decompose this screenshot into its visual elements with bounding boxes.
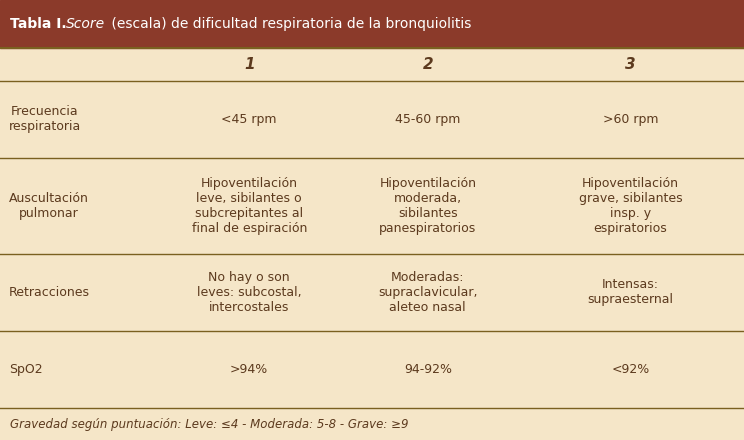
Bar: [0, 48, 744, 440]
Text: Auscultación
pulmonar: Auscultación pulmonar: [9, 192, 89, 220]
Text: <45 rpm: <45 rpm: [222, 113, 277, 126]
Text: Retracciones: Retracciones: [9, 286, 90, 299]
Text: Hipoventilación
grave, sibilantes
insp. y
espiratorios: Hipoventilación grave, sibilantes insp. …: [579, 177, 682, 235]
Text: 2: 2: [423, 57, 433, 72]
Text: Gravedad según puntuación: Leve: ≤4 - Moderada: 5-8 - Grave: ≥9: Gravedad según puntuación: Leve: ≤4 - Mo…: [10, 418, 408, 431]
Text: (escala) de dificultad respiratoria de la bronquiolitis: (escala) de dificultad respiratoria de l…: [107, 17, 472, 31]
Text: Intensas:
supraesternal: Intensas: supraesternal: [588, 279, 673, 306]
Text: SpO2: SpO2: [9, 363, 42, 376]
Text: >60 rpm: >60 rpm: [603, 113, 658, 126]
Text: >94%: >94%: [230, 363, 269, 376]
Text: 45-60 rpm: 45-60 rpm: [395, 113, 461, 126]
Text: 3: 3: [625, 57, 636, 72]
Text: No hay o son
leves: subcostal,
intercostales: No hay o son leves: subcostal, intercost…: [197, 271, 301, 314]
Text: <92%: <92%: [612, 363, 650, 376]
Text: Score: Score: [65, 17, 105, 31]
Text: Moderadas:
supraclavicular,
aleteo nasal: Moderadas: supraclavicular, aleteo nasal: [378, 271, 478, 314]
Text: Hipoventilación
leve, sibilantes o
subcrepitantes al
final de espiración: Hipoventilación leve, sibilantes o subcr…: [191, 177, 307, 235]
Text: Tabla I.: Tabla I.: [10, 17, 66, 31]
Bar: [0, 0, 744, 48]
Text: 1: 1: [244, 57, 254, 72]
Text: Frecuencia
respiratoria: Frecuencia respiratoria: [9, 105, 81, 133]
Text: 94-92%: 94-92%: [404, 363, 452, 376]
Text: Hipoventilación
moderada,
sibilantes
panespiratorios: Hipoventilación moderada, sibilantes pan…: [379, 177, 476, 235]
